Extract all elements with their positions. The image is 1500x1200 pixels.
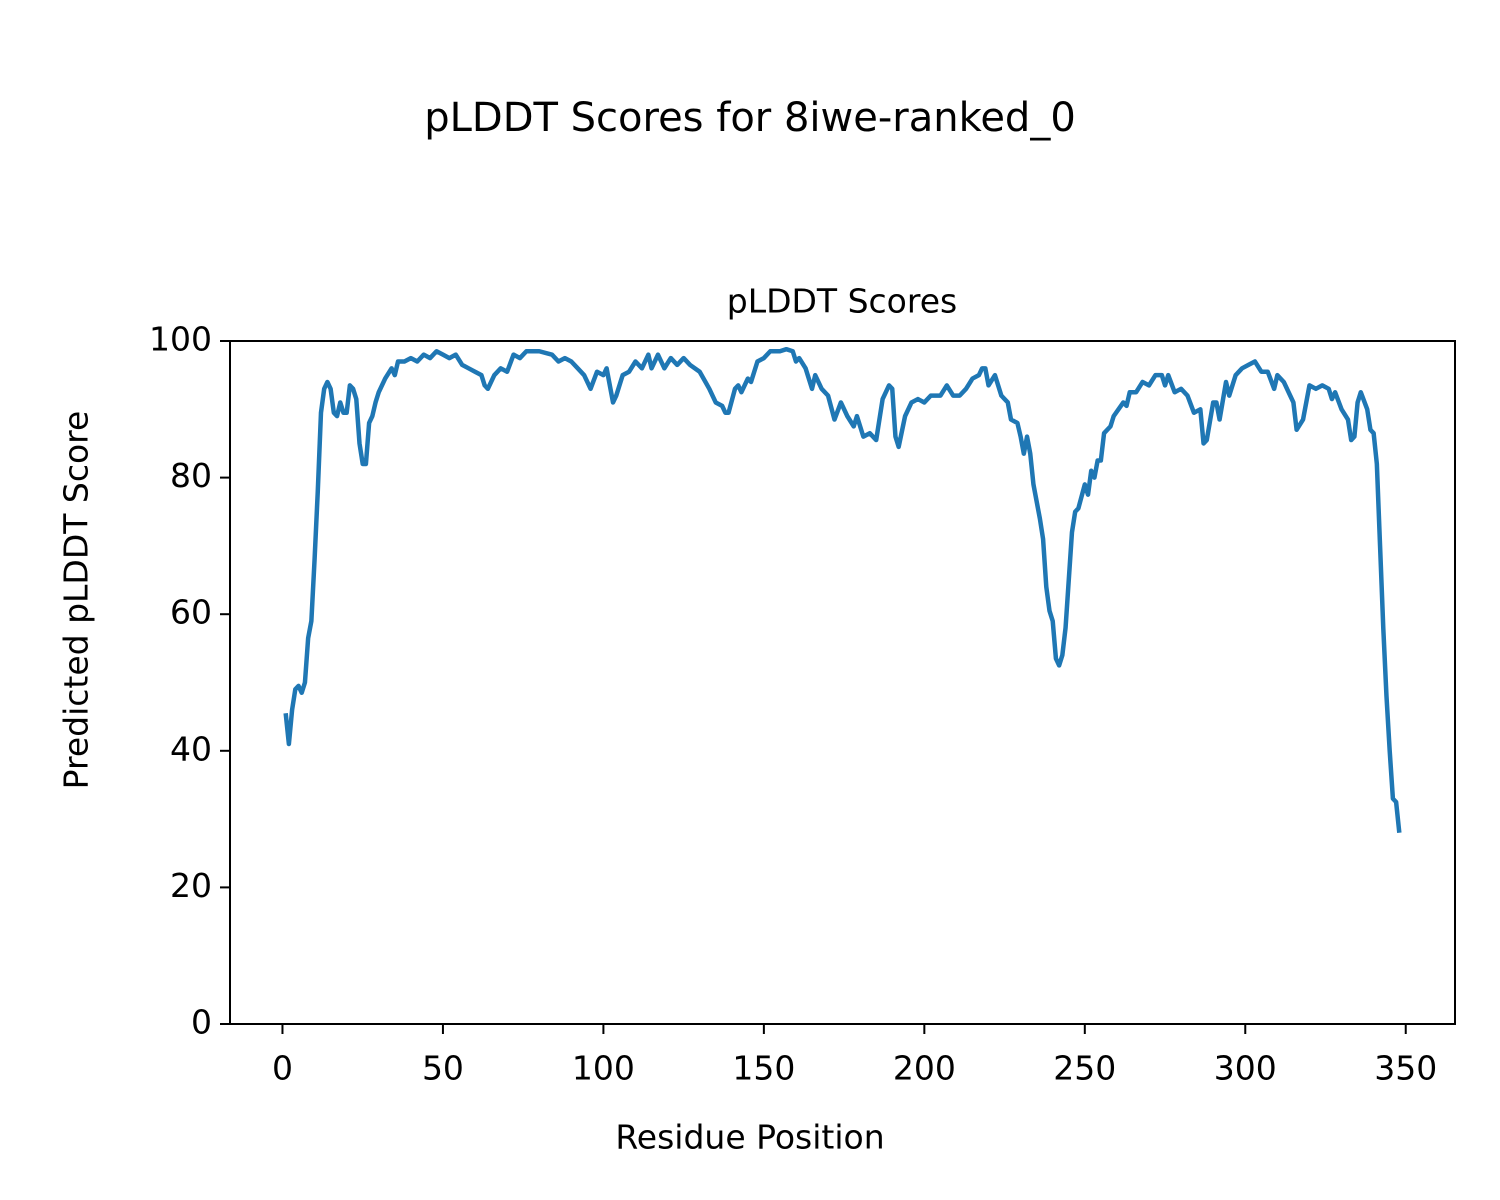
chart-suptitle: pLDDT Scores for 8iwe-ranked_0 [424, 95, 1076, 141]
y-tick-label: 60 [170, 593, 212, 632]
data-line [283, 346, 1402, 833]
axes-title: pLDDT Scores [727, 282, 957, 321]
y-tick-label: 20 [170, 866, 212, 905]
x-tick-label: 0 [272, 1049, 293, 1088]
y-tick-label: 40 [170, 729, 212, 768]
x-tick-label: 50 [422, 1049, 464, 1088]
x-axis-label: Residue Position [615, 1118, 884, 1157]
y-tick-label: 80 [170, 456, 212, 495]
x-tick-label: 150 [732, 1049, 795, 1088]
x-tick-label: 350 [1374, 1049, 1437, 1088]
x-tick-label: 250 [1053, 1049, 1116, 1088]
y-axis-label: Predicted pLDDT Score [57, 411, 96, 790]
y-tick-label: 100 [149, 320, 212, 359]
x-tick-label: 100 [572, 1049, 635, 1088]
y-tick-label: 0 [191, 1003, 212, 1042]
x-tick-label: 300 [1214, 1049, 1277, 1088]
plot-frame [229, 340, 1456, 1025]
x-tick-label: 200 [893, 1049, 956, 1088]
